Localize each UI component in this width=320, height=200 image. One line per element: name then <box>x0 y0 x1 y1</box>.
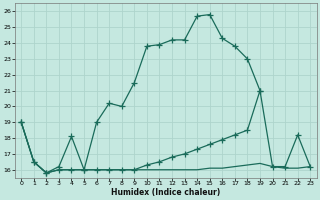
X-axis label: Humidex (Indice chaleur): Humidex (Indice chaleur) <box>111 188 220 197</box>
